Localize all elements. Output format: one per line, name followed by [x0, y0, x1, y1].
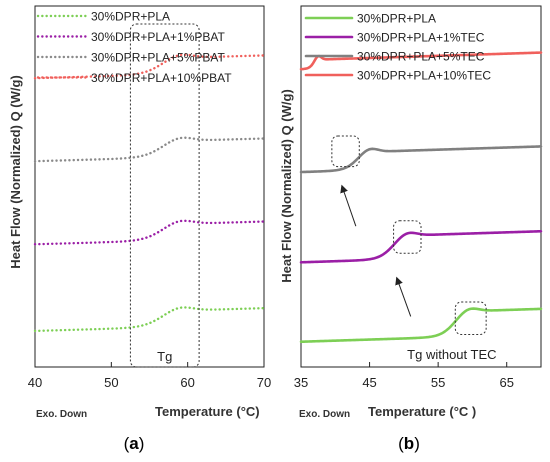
panel-b-exo-label: Exo. Down: [299, 409, 350, 420]
panel-b-annotation-box: [393, 220, 422, 254]
panel-a-series-group: [33, 53, 266, 333]
panel-b-xlabel: Temperature (°C ): [368, 404, 476, 419]
panel-b-series-line: [299, 229, 543, 264]
panel-b-xticks: 35 45 55 65: [294, 362, 514, 390]
panel-a-xtick-label: 60: [180, 375, 194, 390]
panel-b-series-line: [299, 51, 543, 71]
panel-a-annotation-box: [129, 23, 200, 368]
panel-b-legend-label: 30%DPR+PLA+5%TEC: [357, 50, 485, 64]
panel-a-ylabel: Heat Flow (Normalized) Q (W/g): [8, 75, 23, 269]
panel-a-legend-label: 30%DPR+PLA+10%PBAT: [91, 71, 232, 85]
panel-b-series-line: [299, 145, 543, 174]
panel-b-letter: b: [404, 434, 414, 453]
panel-a-legend-label: 30%DPR+PLA: [91, 10, 170, 24]
panel-a-annotation-label: Tg: [157, 349, 172, 364]
panel-a-xtick-label: 40: [28, 375, 42, 390]
panel-a-series-line: [33, 136, 266, 163]
panel-a-exo-label: Exo. Down: [36, 409, 87, 420]
panel-b-series-group: [299, 51, 543, 344]
panel-b-xtick-label: 55: [431, 375, 445, 390]
panel-b-xtick-label: 65: [499, 375, 513, 390]
panel-b-legend: 30%DPR+PLA 30%DPR+PLA+1%TEC 30%DPR+PLA+5%T…: [304, 12, 491, 83]
panel-b-legend-label: 30%DPR+PLA: [357, 12, 436, 26]
panel-b-annotation-group: Tg without TEC: [331, 135, 497, 362]
panel-b-annotation-box: [331, 135, 360, 168]
panel-a-xticks: 40 50 60 70: [28, 362, 271, 390]
panel-a: Tg 30%DPR+PLA30%DPR+PLA+1%PBAT30%DPR+PLA…: [8, 5, 271, 453]
panel-b-xtick-label: 35: [294, 375, 308, 390]
panel-a-legend-label: 30%DPR+PLA+1%PBAT: [91, 30, 226, 44]
panel-b-label: (b): [398, 434, 420, 453]
panel-b: Tg without TEC 30%DPR+PLA 30%DPR+PLA+1%TE…: [279, 5, 543, 453]
panel-b-series-line: [299, 307, 543, 344]
panel-a-label: (a): [124, 434, 145, 453]
panel-b-annotation-arrow: [395, 276, 412, 317]
panel-a-series-line: [33, 219, 266, 246]
panel-b-annotation-text: Tg without TEC: [407, 347, 496, 362]
panel-b-ylabel: Heat Flow (Normalized) Q (W/g): [279, 89, 294, 283]
panel-a-xtick-label: 50: [104, 375, 118, 390]
panel-b-xtick-label: 45: [362, 375, 376, 390]
panel-a-xlabel: Temperature (°C): [155, 404, 260, 419]
panel-a-legend-label: 30%DPR+PLA+5%PBAT: [91, 51, 226, 65]
panel-b-annotation-box: [454, 301, 487, 336]
panel-a-series-line: [33, 306, 266, 333]
panel-b-axes: [300, 5, 542, 368]
panel-b-legend-label: 30%DPR+PLA+1%TEC: [357, 31, 485, 45]
panel-a-annotation-group: Tg: [129, 23, 200, 368]
panel-a-legend: 30%DPR+PLA 30%DPR+PLA+1%PBAT 30%DPR+PLA+5%…: [36, 10, 232, 85]
panel-b-frame: [300, 5, 542, 368]
panel-a-xtick-label: 70: [257, 375, 271, 390]
panel-b-annotation-arrow: [340, 184, 357, 227]
panel-b-legend-label: 30%DPR+PLA+10%TEC: [357, 69, 491, 83]
panel-a-letter: a: [129, 434, 139, 453]
